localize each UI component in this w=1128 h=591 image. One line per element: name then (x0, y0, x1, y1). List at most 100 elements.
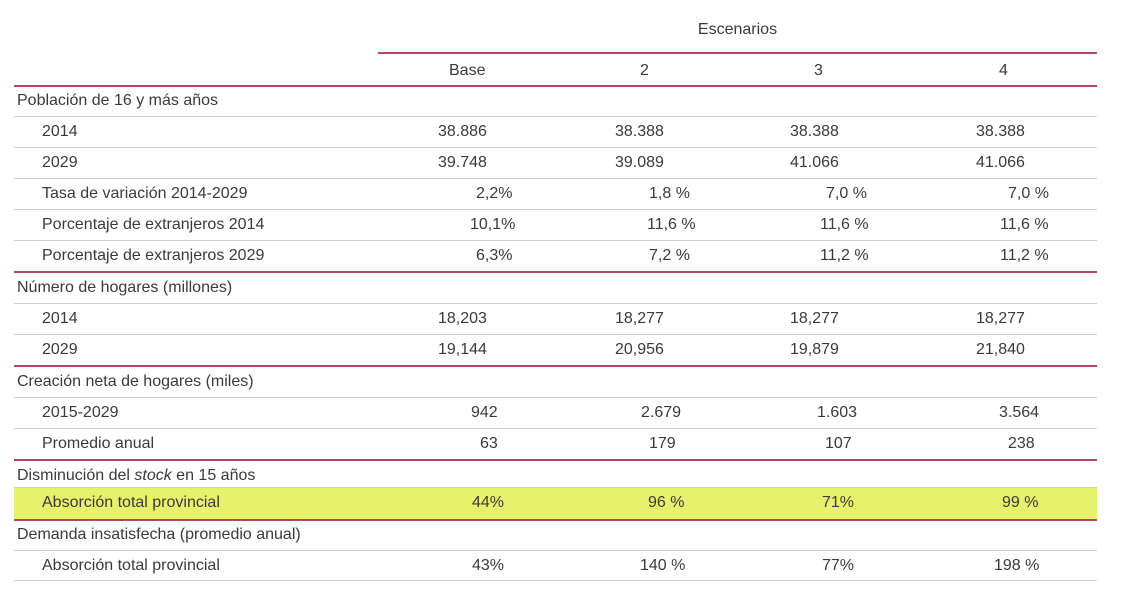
section-title-row: Creación neta de hogares (miles) (14, 367, 1097, 398)
cell-base: 18,203 (438, 310, 487, 327)
section-title-suffix: en 15 años (171, 467, 256, 484)
cell-4: 11,2 % (1000, 247, 1049, 264)
cell-2: 1,8 % (649, 185, 690, 202)
section-title-row: Número de hogares (millones) (14, 273, 1097, 304)
section-title-row: Población de 16 y más años (14, 86, 1097, 117)
row-label: 2029 (42, 341, 78, 358)
cell-4: 99 % (1002, 494, 1039, 511)
section-rule (14, 365, 1097, 367)
row-divider (14, 209, 1097, 210)
row-divider (14, 240, 1097, 241)
cell-3: 11,6 % (820, 216, 869, 233)
cell-2: 11,6 % (647, 216, 696, 233)
cell-2: 96 % (648, 494, 685, 511)
table-row: 2015-2029 942 2.679 1.603 3.564 (14, 398, 1097, 429)
cell-4: 38.388 (976, 123, 1025, 140)
highlighted-row: Absorción total provincial 44% 96 % 71% … (14, 488, 1097, 519)
cell-2: 38.388 (615, 123, 664, 140)
table-row: Tasa de variación 2014-2029 2,2% 1,8 % 7… (14, 179, 1097, 210)
row-label: Promedio anual (42, 435, 155, 452)
cell-base: 43% (472, 557, 505, 574)
section-title-prefix: Disminución del (17, 467, 135, 484)
row-label: Porcentaje de extranjeros 2014 (42, 216, 265, 233)
scenarios-rule (378, 52, 1097, 54)
table-row: 2029 19,144 20,956 19,879 21,840 (14, 335, 1097, 366)
row-divider (14, 397, 1097, 398)
table-row: 2014 18,203 18,277 18,277 18,277 (14, 304, 1097, 335)
cell-4: 18,277 (976, 310, 1025, 327)
row-label: 2014 (42, 123, 78, 140)
row-divider (14, 428, 1097, 429)
table-row: Porcentaje de extranjeros 2029 6,3% 7,2 … (14, 241, 1097, 272)
row-divider (14, 147, 1097, 148)
cell-3: 107 (825, 435, 852, 452)
cell-4: 238 (1008, 435, 1035, 452)
cell-base: 2,2% (476, 185, 513, 202)
cell-2: 39.089 (615, 154, 664, 171)
section-title-row: Demanda insatisfecha (promedio anual) (14, 520, 1097, 551)
cell-base: 38.886 (438, 123, 487, 140)
cell-3: 1.603 (817, 404, 858, 421)
header-rule (14, 85, 1097, 87)
cell-2: 7,2 % (649, 247, 690, 264)
section-title: Población de 16 y más años (17, 92, 219, 109)
cell-4: 11,6 % (1000, 216, 1049, 233)
row-label: Tasa de variación 2014-2029 (42, 185, 248, 202)
cell-3: 11,2 % (820, 247, 869, 264)
row-divider (14, 178, 1097, 179)
cell-2: 140 % (640, 557, 686, 574)
column-header-2: 2 (640, 62, 649, 79)
section-title-italic: stock (134, 467, 172, 484)
row-label: Absorción total provincial (42, 494, 220, 511)
column-header-4: 4 (999, 62, 1008, 79)
section-title: Disminución del stock en 15 años (17, 467, 255, 485)
section-rule (14, 519, 1097, 521)
scenario-table: Escenarios Base 2 3 4 Población de 16 y … (14, 0, 1097, 591)
cell-3: 19,879 (790, 341, 839, 358)
row-divider (14, 550, 1097, 551)
section-title-row: Disminución del stock en 15 años (14, 461, 1097, 492)
row-label: 2029 (42, 154, 78, 171)
section-title: Creación neta de hogares (miles) (17, 373, 254, 390)
row-divider (14, 334, 1097, 335)
cell-3: 71% (822, 494, 855, 511)
cell-2: 2.679 (641, 404, 682, 421)
scenarios-heading: Escenarios (697, 21, 778, 38)
cell-3: 7,0 % (826, 185, 867, 202)
cell-base: 19,144 (438, 341, 487, 358)
cell-base: 6,3% (476, 247, 513, 264)
cell-3: 38.388 (790, 123, 839, 140)
section-rule (14, 271, 1097, 273)
section-rule (14, 459, 1097, 461)
column-header-base: Base (449, 62, 486, 79)
row-divider (14, 116, 1097, 117)
cell-4: 3.564 (999, 404, 1040, 421)
table-row: Porcentaje de extranjeros 2014 10,1% 11,… (14, 210, 1097, 241)
cell-2: 20,956 (615, 341, 664, 358)
section-title: Demanda insatisfecha (promedio anual) (17, 526, 301, 543)
table-row: 2029 39.748 39.089 41.066 41.066 (14, 148, 1097, 179)
cell-base: 10,1% (470, 216, 516, 233)
row-label: 2014 (42, 310, 78, 327)
cell-4: 198 % (994, 557, 1040, 574)
cell-base: 44% (472, 494, 505, 511)
row-divider (14, 487, 1097, 488)
row-divider (14, 580, 1097, 581)
row-label: Absorción total provincial (42, 557, 220, 574)
table-row: 2014 38.886 38.388 38.388 38.388 (14, 117, 1097, 148)
cell-base: 39.748 (438, 154, 487, 171)
cell-base: 63 (480, 435, 498, 452)
table-row: Promedio anual 63 179 107 238 (14, 429, 1097, 460)
section-title: Número de hogares (millones) (17, 279, 233, 296)
row-label: 2015-2029 (42, 404, 119, 421)
column-header-3: 3 (814, 62, 823, 79)
cell-2: 179 (649, 435, 676, 452)
cell-4: 41.066 (976, 154, 1025, 171)
cell-2: 18,277 (615, 310, 664, 327)
cell-3: 18,277 (790, 310, 839, 327)
row-label: Porcentaje de extranjeros 2029 (42, 247, 265, 264)
cell-4: 7,0 % (1008, 185, 1049, 202)
cell-3: 77% (822, 557, 855, 574)
row-divider (14, 303, 1097, 304)
table-row: Absorción total provincial 43% 140 % 77%… (14, 551, 1097, 582)
